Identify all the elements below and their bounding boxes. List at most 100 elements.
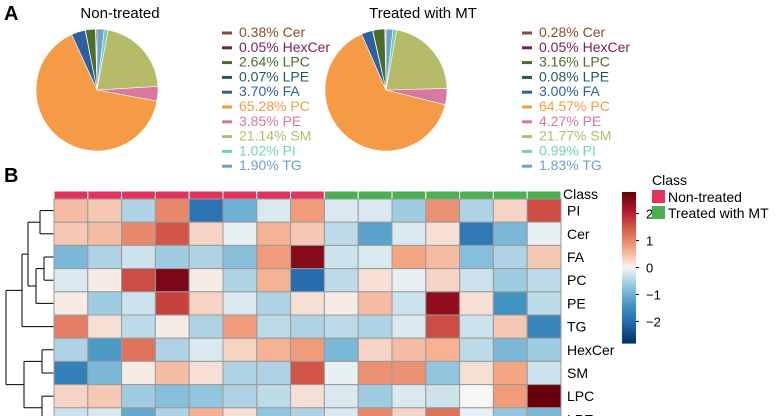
legend-swatch [522,31,532,35]
class-annotation-cell [222,190,258,200]
heatmap-cell [425,198,461,223]
heatmap-cell [425,360,461,386]
heatmap-cell [87,337,123,362]
heatmap-cell [256,384,292,409]
legend-label: 1.90% TG [239,157,302,173]
colorbar-step [622,234,636,238]
pie-slice-sm [96,29,159,91]
legend-label: 0.08% LPE [539,68,609,84]
heatmap-cell [188,268,224,293]
legend-label: 0.99% PI [539,142,596,158]
legend-swatch [222,31,232,35]
heatmap-cell [357,268,393,293]
legend-label: Non-treated [668,189,742,205]
colorbar-step [622,287,636,291]
heatmap-cell [53,384,89,409]
heatmap-cell [526,384,562,409]
legend-swatch [652,190,665,203]
heatmap-cell [357,407,393,416]
legend-swatch [222,120,232,124]
legend-swatch [522,120,532,124]
heatmap-cell [87,360,123,386]
heatmap-cell [425,314,461,339]
heatmap-cell [290,337,325,362]
heatmap-cell [492,337,528,362]
legend-label: 0.28% Cer [539,24,605,40]
class-annotation-cell [526,190,562,200]
heatmap-cell [357,291,393,316]
heatmap-cell [154,314,190,339]
colorbar-step [622,317,636,321]
heatmap-cell [222,221,258,246]
colorbar-step [622,325,636,329]
row-label-pc: PC [567,272,586,288]
heatmap-cell [492,221,528,246]
row-label-lpc: LPC [567,388,594,404]
class-annotation-cell [357,190,393,200]
heatmap-cell [323,221,359,246]
colorbar-tick-label: −2 [646,314,661,329]
heatmap-cell [391,360,427,386]
heatmap-cell [357,244,393,270]
heatmap-cell [425,407,461,416]
legend-label: 0.05% HexCer [239,39,330,55]
legend-swatch [222,75,232,79]
heatmap-cell [53,291,89,316]
colorbar-step [622,254,636,259]
class-annotation-cell [323,190,359,200]
heatmap-cell [222,360,258,386]
class-annotation-cell [188,190,224,200]
heatmap-cell [87,221,123,246]
colorbar-step [622,307,636,311]
heatmap-cell [188,244,224,270]
colorbar-step [622,217,636,221]
class-annotation-cell [256,190,292,200]
heatmap-cell [459,407,494,416]
colorbar-step [622,204,636,208]
colorbar-step [622,249,636,253]
heatmap-cell [121,314,156,339]
colorbar-step [622,197,636,201]
legend-label: 2.64% LPC [239,54,310,70]
pie-slice-pc [324,33,446,152]
heatmap-cell [492,291,528,316]
legend-swatch [522,164,532,168]
heatmap-cell [425,384,461,409]
heatmap-cell [357,198,393,223]
heatmap-cell [256,221,292,246]
heatmap-cell [459,360,494,386]
legend-label: 0.38% Cer [239,24,305,40]
class-annotation-cell [459,190,494,200]
panel-label-b: B [4,165,18,187]
colorbar-step [622,212,636,216]
colorbar-step [622,199,636,203]
legend-swatch [222,135,232,139]
legend-swatch [222,61,232,65]
colorbar-step [622,257,636,261]
heatmap-cell [492,384,528,409]
heatmap-cell [357,221,393,246]
heatmap-cell [53,314,89,339]
legend-label: 21.77% SM [539,128,611,144]
colorbar-step [622,335,636,339]
heatmap-cell [53,407,89,416]
heatmap-cell [154,198,190,223]
heatmap-cell [256,360,292,386]
colorbar-step [622,337,636,342]
heatmap-cell [53,244,89,270]
heatmap-cell [492,244,528,270]
heatmap-cell [256,314,292,339]
heatmap-cell [154,291,190,316]
heatmap-cell [526,337,562,362]
annotation-label: Class [563,186,598,202]
colorbar-step [622,300,636,304]
colorbar-step [622,305,636,309]
heatmap-cell [391,384,427,409]
legend-label: 4.27% PE [539,113,601,129]
heatmap-cell [391,198,427,223]
heatmap-cell [121,198,156,223]
